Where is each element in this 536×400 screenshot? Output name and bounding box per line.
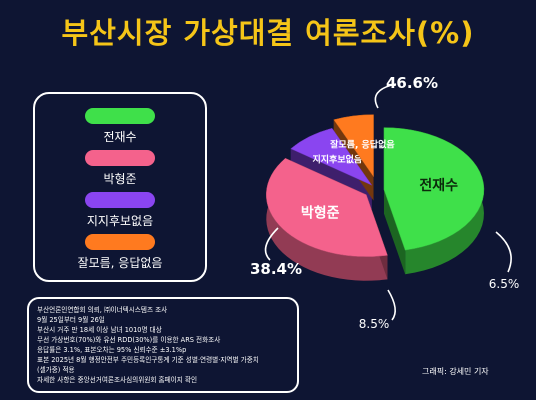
legend-label: 전재수 (103, 130, 137, 144)
slice-category-label: 지지후보없음 (313, 154, 363, 166)
slice-category-label: 전재수 (419, 177, 458, 194)
note-line: 응답률은 3.1%, 표본오차는 95% 신뢰수준 ±3.1%p (37, 346, 187, 354)
legend-label: 잘모름, 응답없음 (77, 256, 163, 270)
legend-swatch-pink (85, 150, 155, 166)
value-label: 38.4% (250, 260, 302, 278)
legend-item: 박형준 (35, 150, 205, 187)
pie-slice-edge (383, 189, 406, 275)
legend-label: 박형준 (103, 172, 137, 186)
note-line: 부산시 거주 만 18세 이상 남녀 1010명 대상 (37, 326, 162, 334)
legend-item: 전재수 (35, 108, 205, 145)
graphic-credit: 그래픽: 강세민 기자 (422, 367, 489, 376)
callout-arrow (387, 289, 396, 321)
callout-arrow (264, 227, 279, 261)
note-line: 무선 가상번호(70%)와 유선 RDD(30%)를 이용한 ARS 전화조사 (37, 336, 221, 344)
legend-swatch-orange (85, 234, 155, 250)
value-label: 8.5% (359, 317, 390, 331)
pie-slice (333, 114, 374, 178)
legend-swatch-green (85, 108, 155, 124)
note-line: 표본 2025년 8월 행정안전부 주민등록인구통계 기준 성별·연령별·지역별… (37, 356, 259, 364)
pie-slice (266, 158, 388, 257)
note-line: 9월 25일부터 9월 26일 (37, 316, 105, 324)
legend-label: 지지후보없음 (86, 214, 154, 228)
value-label: 6.5% (489, 277, 520, 291)
legend-swatch-purple (85, 192, 155, 208)
slice-category-label: 잘모름, 응답없음 (330, 138, 395, 150)
legend-item: 지지후보없음 (35, 192, 205, 229)
value-label: 46.6% (386, 74, 438, 92)
legend: 전재수 박형준 지지후보없음 잘모름, 응답없음 (33, 92, 207, 282)
note-line: 부산언론인연합회 의뢰, ㈜이너텍시스템즈 조사 (37, 306, 168, 314)
pie-slice-side (266, 158, 388, 281)
legend-item: 잘모름, 응답없음 (35, 234, 205, 271)
note-line: (셀가중) 적용 (37, 366, 75, 374)
chart-title: 부산시장 가상대결 여론조사(%) (61, 16, 475, 50)
pie-slice (290, 127, 373, 186)
survey-notes: 부산언론인연합회 의뢰, ㈜이너텍시스템즈 조사 9월 25일부터 9월 26일… (27, 297, 299, 393)
slice-category-label: 박형준 (301, 204, 340, 221)
callout-arrow (495, 231, 512, 273)
note-line: 자세한 사항은 중앙선거여론조사심의위원회 홈페이지 확인 (37, 376, 198, 384)
callout-arrow (374, 83, 397, 109)
pie-slice (383, 127, 485, 251)
